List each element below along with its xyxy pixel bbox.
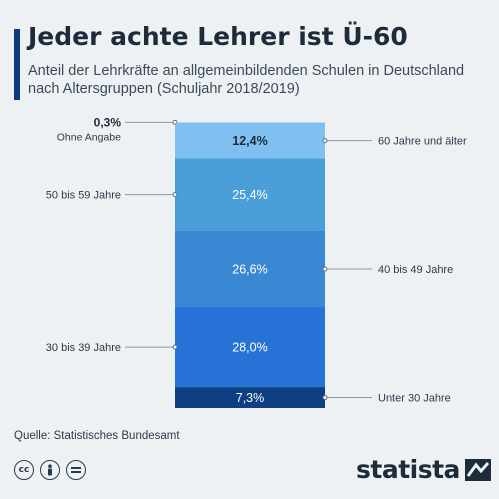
license-icons: cc — [14, 460, 86, 480]
value-label: 12,4% — [232, 134, 267, 148]
category-label: 30 bis 39 Jahre — [46, 342, 121, 354]
leader-dot — [322, 395, 328, 401]
cc-icon[interactable]: cc — [14, 460, 34, 480]
leader-dot — [172, 192, 178, 198]
bar-segment — [175, 122, 325, 159]
equals-icon[interactable] — [66, 460, 86, 480]
category-label: 40 bis 49 Jahre — [378, 264, 453, 276]
person-icon[interactable] — [40, 460, 60, 480]
category-label: 60 Jahre und älter — [378, 136, 467, 148]
brand-name: statista — [356, 455, 460, 484]
value-label: 26,6% — [232, 263, 267, 277]
leader-dot — [322, 266, 328, 272]
statista-mark-icon — [464, 458, 491, 481]
value-label: 7,3% — [236, 391, 265, 405]
leader-dot — [322, 138, 328, 144]
bar-segment — [175, 307, 325, 388]
leader-dot — [172, 344, 178, 350]
value-label: 28,0% — [232, 341, 267, 355]
bar-segment — [175, 230, 325, 308]
bar-segment — [175, 122, 325, 123]
category-label: Unter 30 Jahre — [378, 393, 451, 405]
bar-segment — [175, 387, 325, 408]
source-note: Quelle: Statistisches Bundesamt — [14, 430, 180, 442]
chart-title: Jeder achte Lehrer ist Ü-60 — [28, 22, 408, 51]
value-label: 0,3% — [94, 115, 122, 129]
statista-logo[interactable]: statista — [356, 455, 491, 484]
value-label: 25,4% — [232, 188, 267, 202]
bar-segment — [175, 158, 325, 231]
category-label: 50 bis 59 Jahre — [46, 190, 121, 202]
title-accent-bar — [14, 29, 20, 100]
chart-subtitle: Anteil der Lehrkräfte an allgemeinbilden… — [28, 63, 465, 97]
category-label: Ohne Angabe — [57, 131, 121, 143]
